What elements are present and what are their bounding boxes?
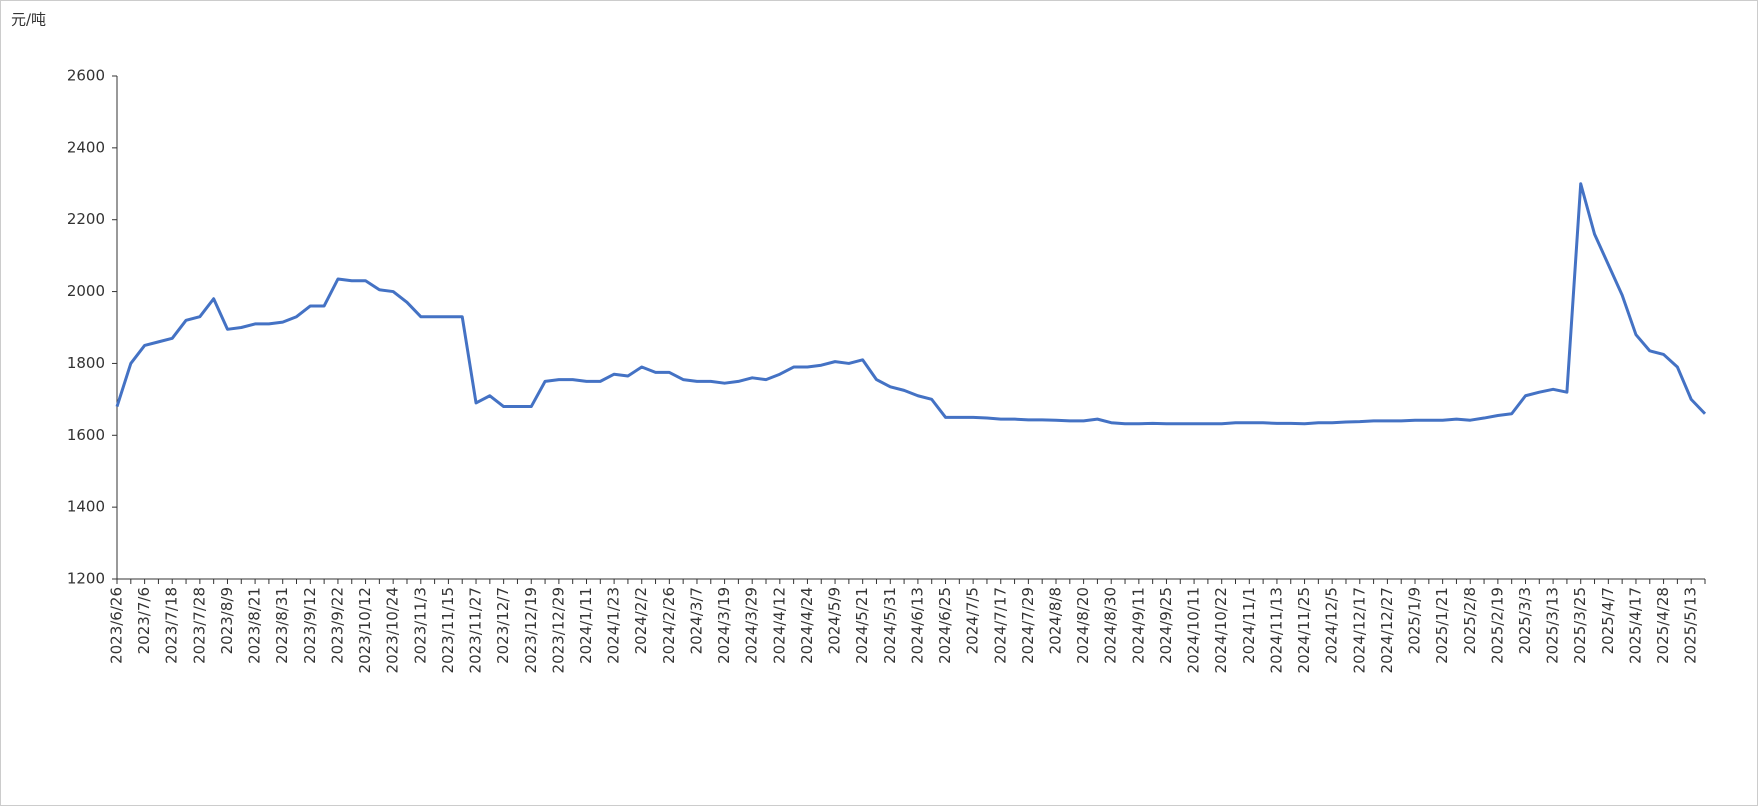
x-tick-label: 2023/10/12	[356, 587, 374, 673]
x-tick-label: 2025/4/7	[1599, 587, 1617, 654]
x-tick-label: 2023/12/19	[522, 587, 540, 673]
x-tick-label: 2024/1/11	[577, 587, 595, 664]
x-tick-label: 2024/8/8	[1046, 587, 1064, 654]
x-tick-label: 2025/3/13	[1544, 587, 1562, 664]
x-tick-label: 2024/6/13	[908, 587, 926, 664]
x-tick-label: 2025/2/19	[1488, 587, 1506, 664]
x-tick-label: 2023/8/21	[246, 587, 264, 664]
y-tick-label: 1200	[67, 570, 105, 588]
x-tick-label: 2023/9/12	[301, 587, 319, 664]
x-tick-label: 2023/12/7	[494, 587, 512, 664]
y-tick-label: 1800	[67, 354, 105, 372]
y-tick-label: 1400	[67, 498, 105, 516]
x-tick-label: 2024/11/13	[1267, 587, 1285, 673]
x-tick-label: 2024/4/12	[770, 587, 788, 664]
x-tick-label: 2024/8/20	[1074, 587, 1092, 664]
x-tick-label: 2024/11/25	[1295, 587, 1313, 673]
x-tick-label: 2023/6/26	[108, 587, 126, 664]
x-tick-label: 2024/3/19	[715, 587, 733, 664]
x-tick-label: 2024/12/17	[1350, 587, 1368, 673]
x-tick-label: 2024/12/27	[1378, 587, 1396, 673]
line-series	[115, 182, 1707, 426]
x-tick-label: 2023/11/27	[467, 587, 485, 673]
x-tick-label: 2024/5/9	[826, 587, 844, 654]
x-tick-label: 2024/11/1	[1240, 587, 1258, 664]
x-tick-label: 2023/7/18	[163, 587, 181, 664]
x-tick-label: 2024/3/29	[743, 587, 761, 664]
x-tick-label: 2024/10/11	[1185, 587, 1203, 673]
y-tick-label: 2000	[67, 282, 105, 300]
x-tick-label: 2024/9/11	[1129, 587, 1147, 664]
x-tick-label: 2024/12/5	[1323, 587, 1341, 664]
y-tick-label: 2600	[67, 67, 105, 85]
x-tick-label: 2025/3/3	[1516, 587, 1534, 654]
x-tick-label: 2023/11/3	[411, 587, 429, 664]
x-tick-label: 2023/10/24	[384, 587, 402, 673]
x-tick-label: 2024/8/30	[1102, 587, 1120, 664]
x-tick-label: 2024/6/25	[936, 587, 954, 664]
y-tick-label: 2400	[67, 138, 105, 156]
x-tick-label: 2024/7/17	[991, 587, 1009, 664]
y-tick-label: 2200	[67, 210, 105, 228]
y-tick-label: 1600	[67, 426, 105, 444]
x-tick-label: 2024/10/22	[1212, 587, 1230, 673]
x-tick-label: 2024/9/25	[1157, 587, 1175, 664]
x-tick-label: 2025/3/25	[1571, 587, 1589, 664]
x-tick-label: 2024/3/7	[687, 587, 705, 654]
x-tick-label: 2025/2/8	[1461, 587, 1479, 654]
x-tick-label: 2025/5/13	[1682, 587, 1700, 664]
x-tick-label: 2025/4/28	[1654, 587, 1672, 664]
x-tick-label: 2024/7/29	[1019, 587, 1037, 664]
x-tick-label: 2024/5/21	[853, 587, 871, 664]
x-tick-label: 2023/11/15	[439, 587, 457, 673]
x-tick-label: 2023/7/28	[190, 587, 208, 664]
x-tick-label: 2023/8/31	[273, 587, 291, 664]
x-tick-label: 2024/2/26	[660, 587, 678, 664]
x-tick-label: 2024/1/23	[605, 587, 623, 664]
y-axis-label: 元/吨	[11, 11, 46, 29]
x-tick-label: 2025/1/9	[1406, 587, 1424, 654]
x-tick-label: 2023/8/9	[218, 587, 236, 654]
x-tick-label: 2024/2/2	[632, 587, 650, 654]
x-tick-label: 2024/7/5	[964, 587, 982, 654]
x-tick-label: 2024/4/24	[798, 587, 816, 664]
x-tick-label: 2025/4/17	[1626, 587, 1644, 664]
x-tick-label: 2023/12/29	[549, 587, 567, 673]
x-tick-label: 2023/7/6	[135, 587, 153, 654]
x-tick-label: 2025/1/21	[1433, 587, 1451, 664]
x-tick-label: 2024/5/31	[881, 587, 899, 664]
x-tick-label: 2023/9/22	[328, 587, 346, 664]
